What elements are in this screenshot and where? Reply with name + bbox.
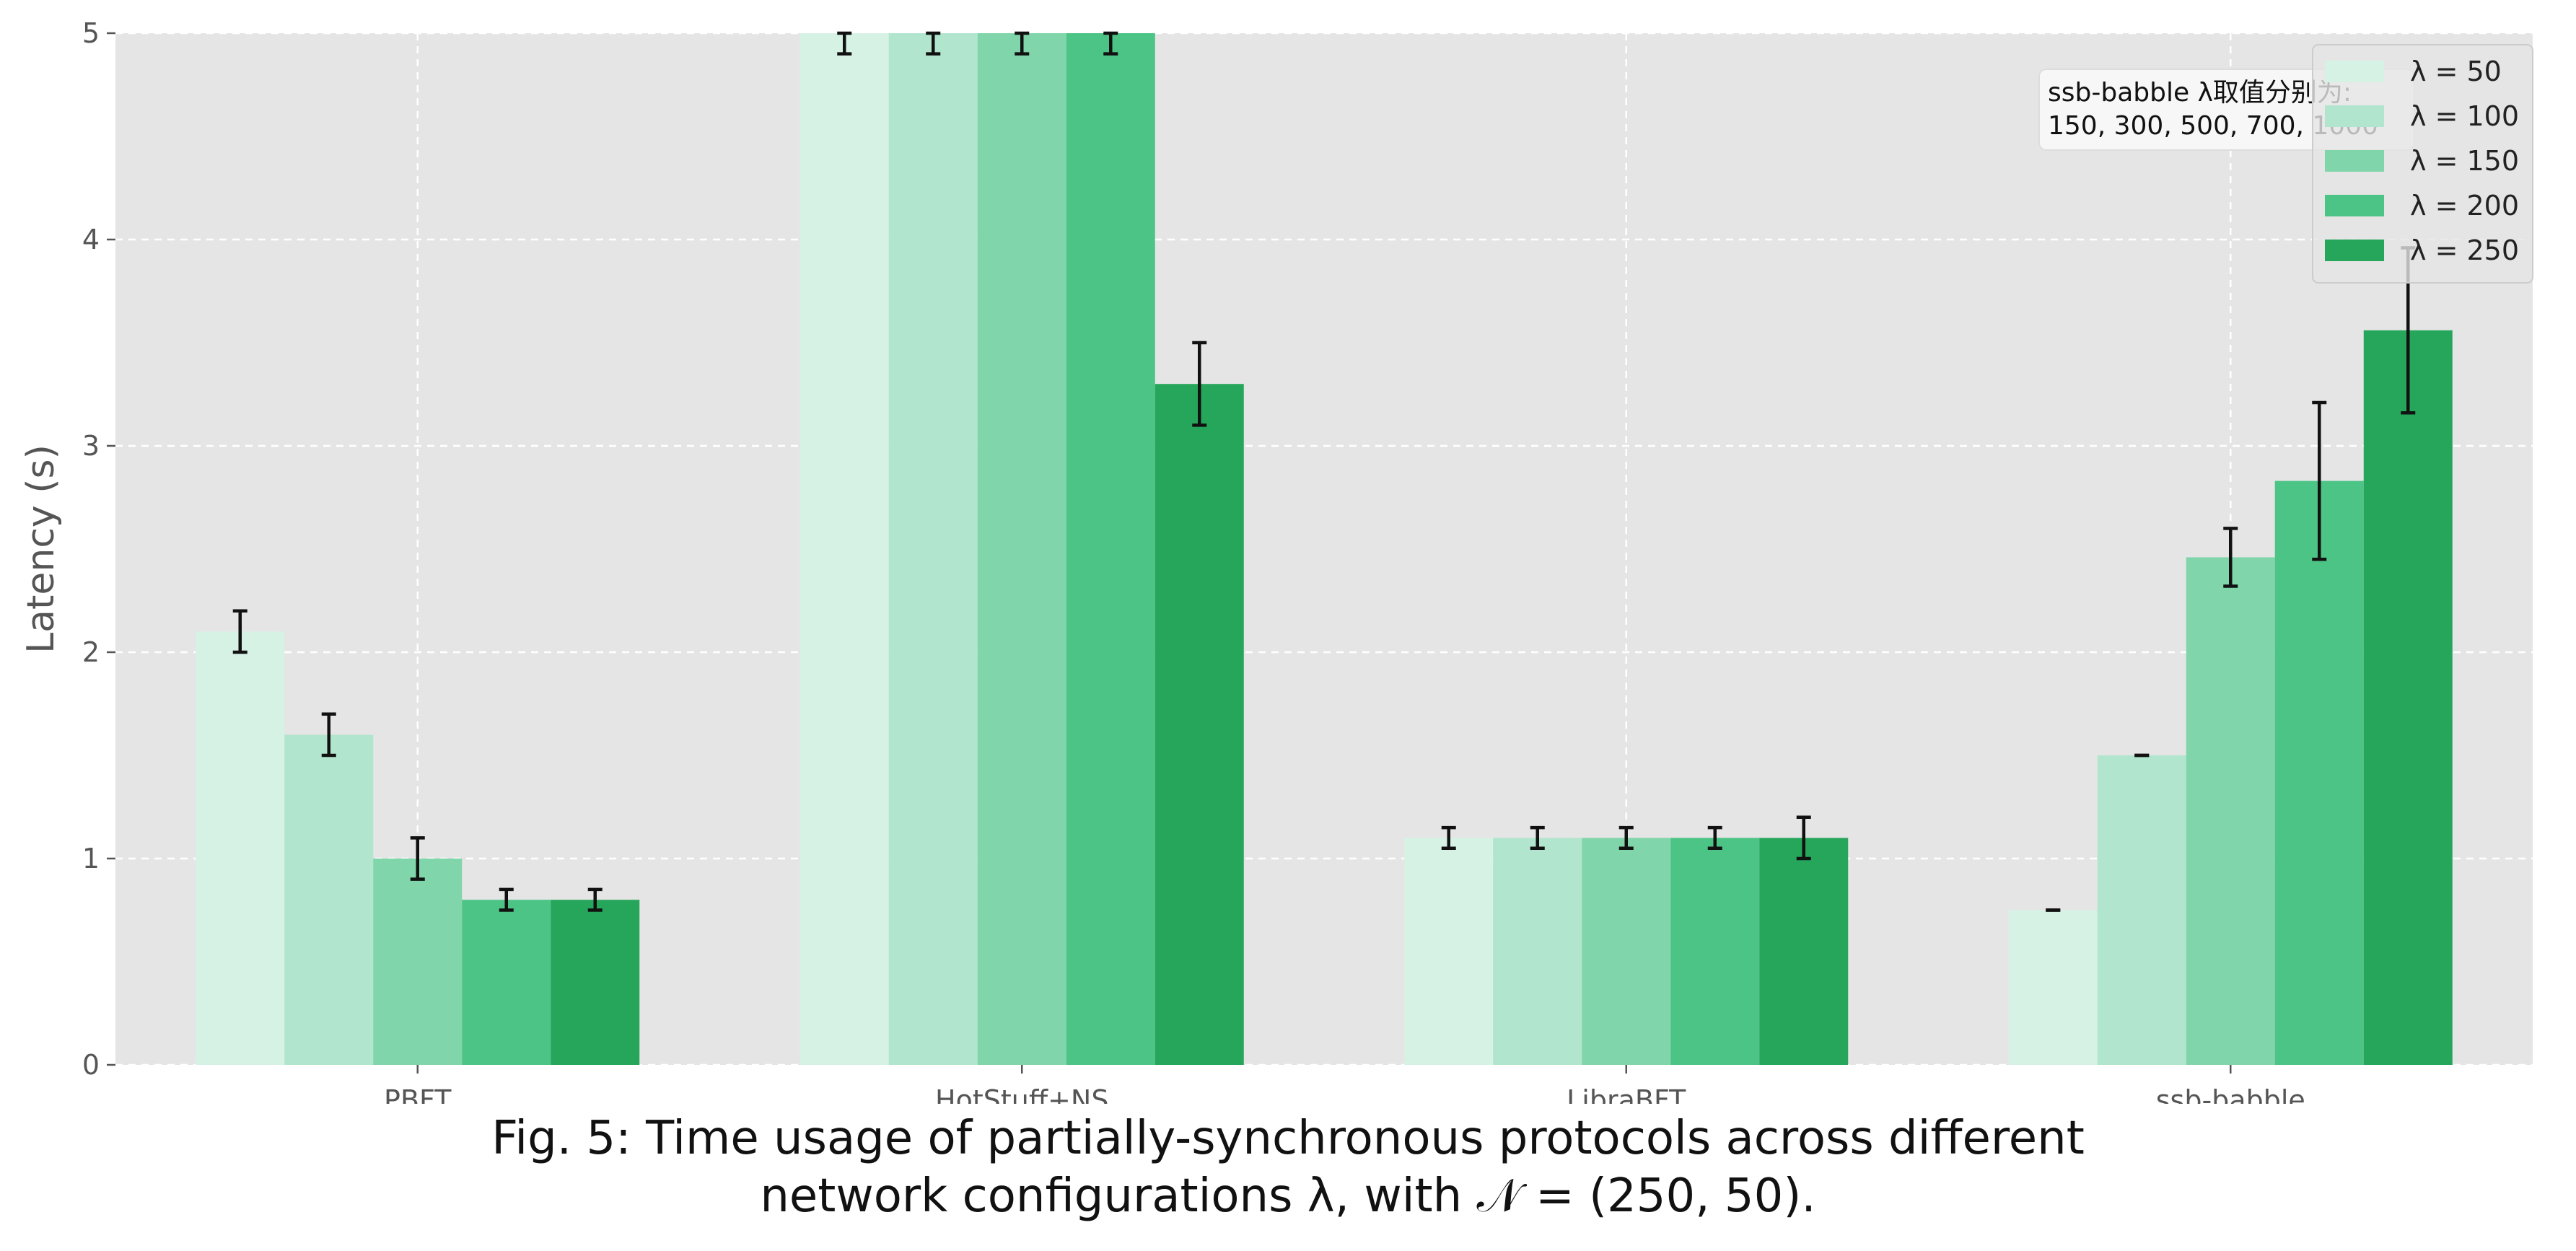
legend-label: λ = 100 <box>2410 100 2519 132</box>
bar <box>2008 910 2098 1065</box>
bar <box>2274 480 2364 1065</box>
y-tick-label: 0 <box>82 1049 100 1081</box>
x-tick-label: HotStuff+NS <box>935 1084 1108 1104</box>
legend-swatch <box>2325 240 2384 261</box>
bar <box>1670 838 1760 1065</box>
bar <box>888 33 978 1065</box>
y-axis: 0 1 2 3 4 5 <box>82 17 115 1081</box>
bar <box>1404 838 1494 1065</box>
y-tick-label: 5 <box>82 17 100 49</box>
legend-label: λ = 150 <box>2410 145 2519 177</box>
figure-caption: Fig. 5: Time usage of partially-synchron… <box>0 1110 2576 1225</box>
y-axis-label: Latency (s) <box>19 444 63 654</box>
annotation-line: ssb-babble λ取值分别为: <box>2048 78 2352 107</box>
legend-swatch <box>2325 150 2384 172</box>
bar <box>1582 838 1671 1065</box>
y-tick-label: 4 <box>82 224 100 255</box>
bar <box>196 631 285 1065</box>
bar <box>799 33 889 1065</box>
bar <box>1759 838 1849 1065</box>
legend: λ = 50 λ = 100 λ = 150 λ = 200 λ = 250 <box>2312 44 2533 284</box>
legend-label: λ = 50 <box>2410 56 2502 87</box>
legend-swatch <box>2325 61 2384 82</box>
x-axis: PBFT HotStuff+NS LibraBFT ssb-babble <box>384 1065 2305 1104</box>
caption-line-2: network configurations λ, with 𝒩 = (250,… <box>760 1169 1816 1223</box>
bar <box>1066 33 1155 1065</box>
bar <box>1493 838 1582 1065</box>
bar <box>373 859 463 1065</box>
legend-frame <box>2312 44 2533 284</box>
y-tick-label: 1 <box>82 843 100 874</box>
bar <box>2097 755 2186 1065</box>
bar <box>462 900 551 1065</box>
bars <box>196 33 2453 1066</box>
bar <box>551 900 640 1065</box>
legend-label: λ = 200 <box>2410 190 2519 221</box>
legend-label: λ = 250 <box>2410 234 2519 266</box>
x-tick-label: PBFT <box>384 1084 452 1104</box>
y-tick-label: 3 <box>82 430 100 462</box>
bar-chart: 0 1 2 3 4 5 PBFT HotStuff+NS LibraBFT ssb-babble… <box>19 17 2533 1104</box>
legend-swatch <box>2325 195 2384 216</box>
x-tick-label: LibraBFT <box>1567 1084 1686 1104</box>
bar <box>284 734 374 1065</box>
caption-line-1: Fig. 5: Time usage of partially-synchron… <box>491 1112 2085 1165</box>
bar <box>977 33 1066 1065</box>
legend-swatch <box>2325 105 2384 127</box>
x-tick-label: ssb-babble <box>2156 1084 2305 1104</box>
bar <box>2186 557 2275 1065</box>
y-tick-label: 2 <box>82 636 100 668</box>
bar <box>2363 330 2453 1066</box>
bar <box>1155 384 1244 1065</box>
